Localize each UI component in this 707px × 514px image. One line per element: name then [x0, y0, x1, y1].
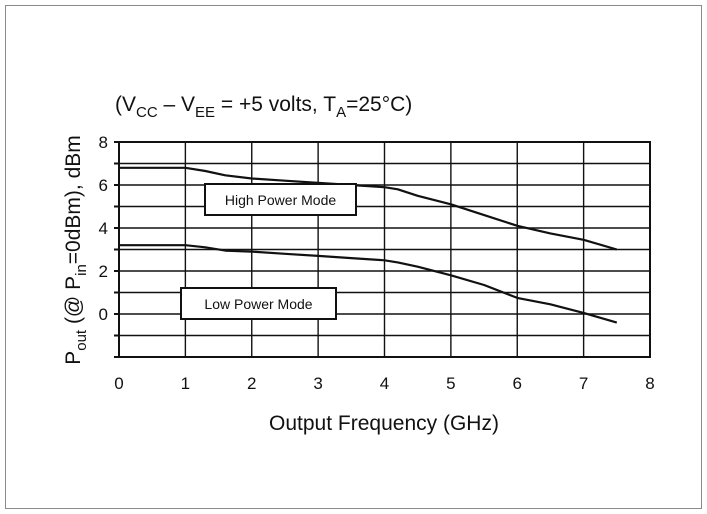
y-tick-label: 6	[99, 176, 108, 195]
plot-border	[118, 141, 651, 358]
y-tick-label: 4	[99, 219, 108, 238]
x-tick-label: 1	[181, 374, 190, 393]
y-axis-label: Pout (@ Pin=0dBm), dBm	[62, 135, 90, 365]
ylabel-subscript-out: out	[73, 329, 90, 351]
chart-frame	[5, 5, 702, 509]
y-tick-label: 8	[99, 133, 108, 152]
low-power-mode-line	[119, 244, 618, 324]
chart-title: (VCC – VEE = +5 volts, TA=25°C)	[115, 93, 412, 121]
high-power-label-box: High Power Mode	[204, 183, 357, 216]
high-power-mode-line	[119, 166, 618, 251]
high-power-label: High Power Mode	[225, 192, 336, 208]
x-tick-label: 4	[380, 374, 389, 393]
grid	[114, 141, 650, 358]
title-subscript-cc: CC	[136, 104, 158, 121]
y-tick-label: 2	[99, 262, 108, 281]
ylabel-part: P	[62, 351, 85, 365]
x-tick-label: 2	[247, 374, 256, 393]
title-part: =25°C)	[346, 93, 412, 116]
title-subscript-ee: EE	[195, 104, 215, 121]
x-tick-label: 5	[446, 374, 455, 393]
low-power-label: Low Power Mode	[204, 296, 312, 312]
title-part: (V	[115, 93, 136, 116]
x-tick-label: 0	[114, 374, 123, 393]
x-tick-label: 6	[513, 374, 522, 393]
x-tick-label: 8	[645, 374, 654, 393]
high-power-box	[204, 183, 357, 216]
title-subscript-a: A	[336, 104, 346, 121]
x-axis-label: Output Frequency (GHz)	[269, 412, 499, 435]
tick-labels: 0 1 2 3 4 5 6 7 8 0 2 4 6 8	[99, 133, 655, 393]
low-power-label-box: Low Power Mode	[180, 287, 337, 320]
title-part: = +5 volts, T	[215, 93, 336, 116]
ylabel-part: (@ P	[62, 276, 85, 330]
x-tick-label: 3	[313, 374, 322, 393]
ylabel-subscript-in: in	[73, 264, 90, 276]
series-lines	[119, 166, 618, 324]
x-tick-label: 7	[579, 374, 588, 393]
y-tick-label: 0	[99, 305, 108, 324]
title-part: – V	[158, 93, 195, 116]
ylabel-part: =0dBm), dBm	[62, 135, 85, 264]
low-power-box	[180, 287, 337, 320]
